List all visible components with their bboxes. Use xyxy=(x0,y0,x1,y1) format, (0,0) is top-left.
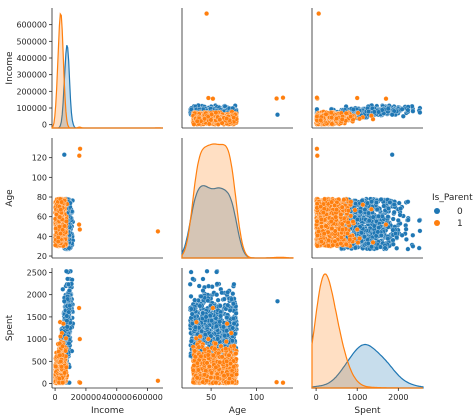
scatter-point xyxy=(405,107,411,113)
scatter-point xyxy=(63,218,69,224)
y-tick-label: 300000 xyxy=(16,71,47,80)
scatter-point xyxy=(316,11,322,17)
scatter-point xyxy=(210,96,216,102)
scatter-point xyxy=(399,106,405,112)
scatter-point xyxy=(376,109,382,115)
scatter-point xyxy=(323,111,329,117)
y-tick-label: 60 xyxy=(37,213,47,222)
y-tick-label: 400000 xyxy=(16,54,47,63)
scatter-point xyxy=(318,117,324,123)
y-tick-label: 20 xyxy=(37,252,47,261)
scatter-point xyxy=(400,113,406,119)
y-tick-label: 100000 xyxy=(16,104,47,113)
y-tick-label: 600000 xyxy=(16,21,47,30)
y-tick-label: 0 xyxy=(42,121,47,130)
scatter-point xyxy=(62,223,68,229)
scatter-point xyxy=(61,152,67,158)
scatter-point xyxy=(77,146,83,152)
scatter-point xyxy=(350,107,356,113)
cell-income-vs-age xyxy=(181,8,293,129)
scatter-point xyxy=(366,109,371,115)
scatter-point xyxy=(205,95,211,101)
y-tick-label: 200000 xyxy=(16,87,47,96)
cell-income-vs-spent xyxy=(311,8,423,129)
scatter-point xyxy=(354,95,360,101)
scatter-point xyxy=(280,95,286,101)
kde-income-1 xyxy=(51,12,163,129)
y-tick-label: 500000 xyxy=(16,37,47,46)
y-tick-label: 100 xyxy=(32,173,47,182)
scatter-point xyxy=(194,118,200,124)
scatter-point xyxy=(355,110,361,116)
y-axis-label-income: Income xyxy=(5,51,15,85)
scatter-point xyxy=(213,110,219,116)
scatter-point xyxy=(385,106,391,112)
y-axis-label-age: Age xyxy=(5,189,15,207)
cell-age-vs-spent xyxy=(311,138,423,259)
scatter-point xyxy=(368,113,374,119)
kde-age-1 xyxy=(181,143,294,259)
scatter-point xyxy=(417,110,423,115)
scatter-point xyxy=(339,116,345,122)
scatter-point xyxy=(405,246,411,252)
scatter-point xyxy=(59,199,65,205)
scatter-point xyxy=(76,153,82,159)
scatter-point xyxy=(55,239,61,245)
scatter-point xyxy=(231,115,237,121)
scatter-point xyxy=(403,236,409,242)
scatter-point xyxy=(391,209,397,215)
y-tick-label: 80 xyxy=(37,193,47,202)
scatter-point xyxy=(274,96,280,101)
scatter-point xyxy=(410,108,416,114)
scatter-point xyxy=(77,227,83,232)
scatter-point xyxy=(314,95,320,101)
scatter-point xyxy=(383,96,389,102)
kde-income-0 xyxy=(52,45,163,129)
cell-age-vs-age xyxy=(181,138,294,259)
scatter-point xyxy=(403,226,409,232)
scatter-point xyxy=(217,117,223,123)
scatter-point xyxy=(410,232,416,238)
scatter-point xyxy=(371,109,377,115)
scatter-point xyxy=(57,214,63,220)
y-tick-label: 40 xyxy=(37,232,47,241)
scatter-point xyxy=(275,112,280,118)
scatter-point xyxy=(209,111,215,117)
scatter-point xyxy=(357,116,363,122)
cell-income-vs-income: 0 100000 200000 300000 400000 500000 600000 Inc… xyxy=(5,8,163,130)
scatter-point xyxy=(155,228,161,234)
scatter-point xyxy=(314,114,320,119)
scatter-point xyxy=(204,11,210,17)
scatter-point xyxy=(334,116,340,121)
scatter-point xyxy=(208,117,214,123)
y-tick-label: 120 xyxy=(32,154,47,163)
scatter-point xyxy=(416,245,422,251)
scatter-point xyxy=(57,224,62,230)
scatter-point xyxy=(328,110,334,116)
scatter-point xyxy=(329,121,335,127)
scatter-point xyxy=(390,216,396,222)
scatter-point xyxy=(329,115,335,121)
scatter-point xyxy=(397,212,403,218)
scatter-point xyxy=(389,112,395,118)
scatter-point xyxy=(76,222,82,228)
scatter-point xyxy=(224,116,230,121)
scatter-point xyxy=(58,207,64,213)
cell-age-vs-income: 20 40 60 80 100 120 Age xyxy=(5,138,163,261)
scatter-point xyxy=(348,114,354,119)
scatter-point xyxy=(416,218,422,224)
